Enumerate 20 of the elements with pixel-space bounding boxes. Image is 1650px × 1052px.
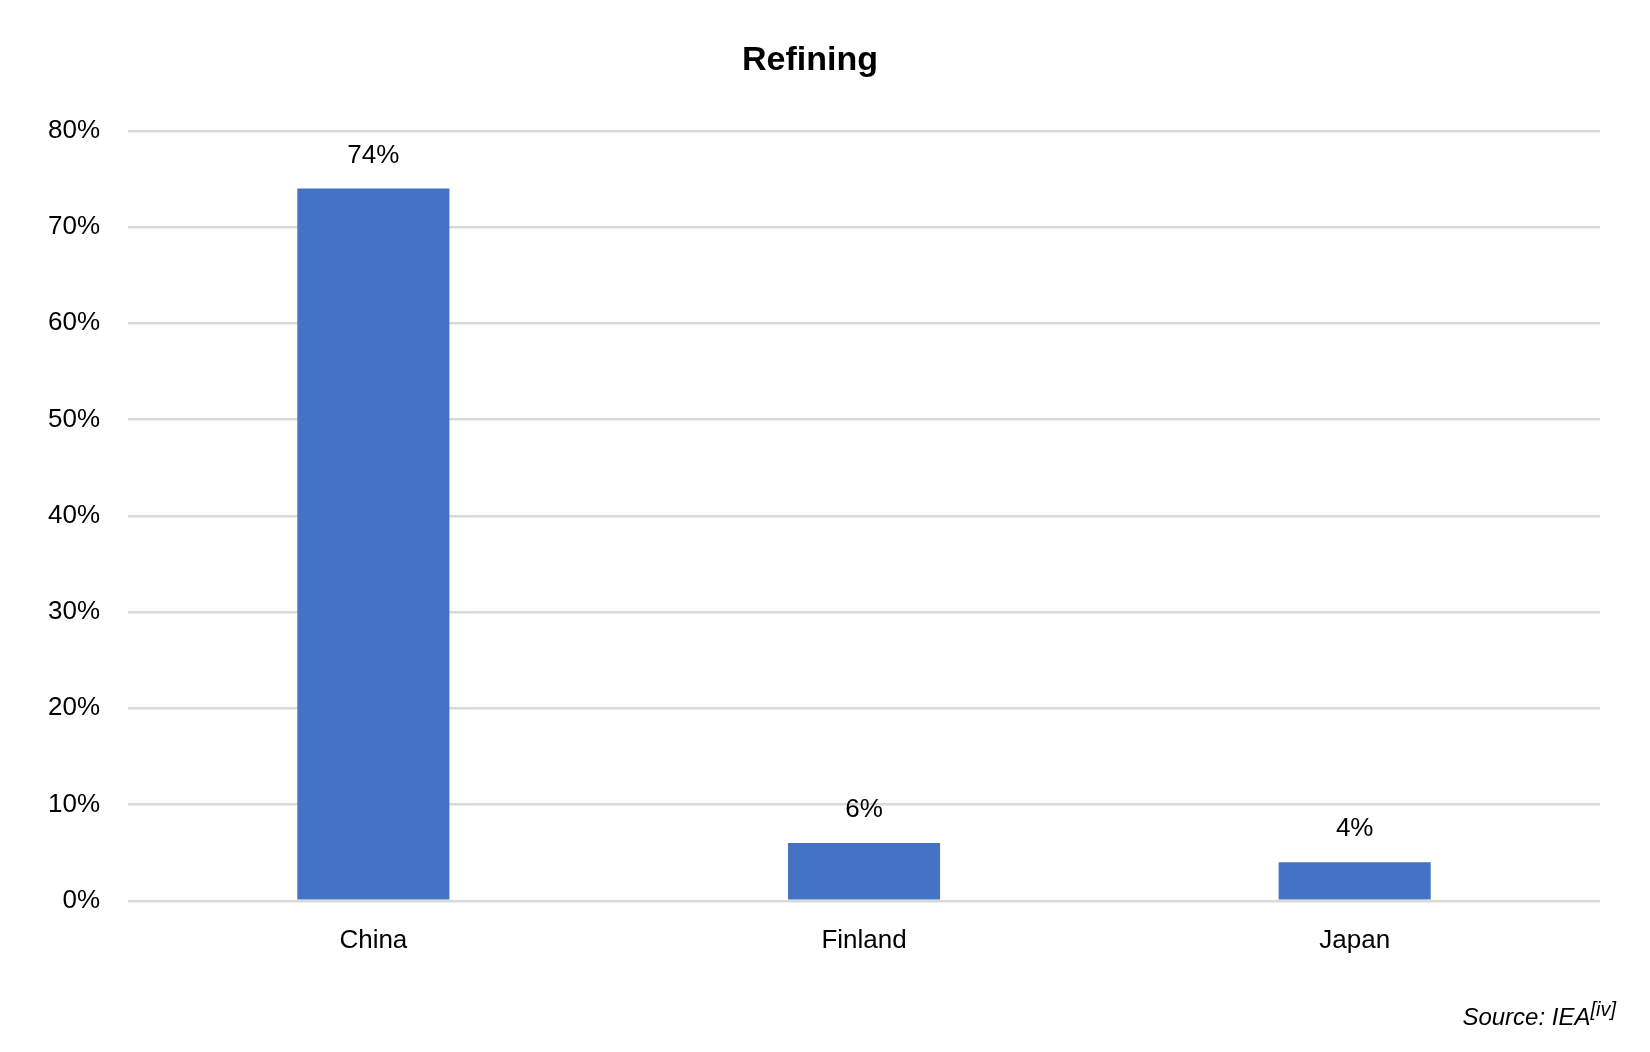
y-tick-label: 30% — [47, 595, 101, 626]
y-tick-label: 40% — [47, 498, 101, 529]
x-tick-label: Finland — [821, 923, 907, 954]
y-tick-label: 0% — [62, 883, 101, 914]
source-note: Source: IEA$^{[iv]}$ — [1462, 998, 1616, 1031]
y-tick-label: 80% — [47, 113, 101, 144]
bar — [297, 188, 450, 900]
chart-title: Refining — [742, 38, 878, 77]
y-tick-label: 20% — [47, 691, 101, 722]
bar — [787, 843, 941, 900]
x-tick-label: Japan — [1319, 923, 1391, 954]
y-tick-label: 10% — [47, 787, 101, 818]
y-tick-label: 50% — [47, 402, 101, 433]
data-label: 4% — [1335, 812, 1374, 843]
data-label: 74% — [347, 138, 400, 169]
y-tick-label: 70% — [47, 210, 101, 241]
bar — [1278, 862, 1431, 900]
y-tick-label: 60% — [47, 306, 101, 337]
data-label: 6% — [845, 793, 883, 824]
x-tick-label: China — [339, 923, 408, 954]
